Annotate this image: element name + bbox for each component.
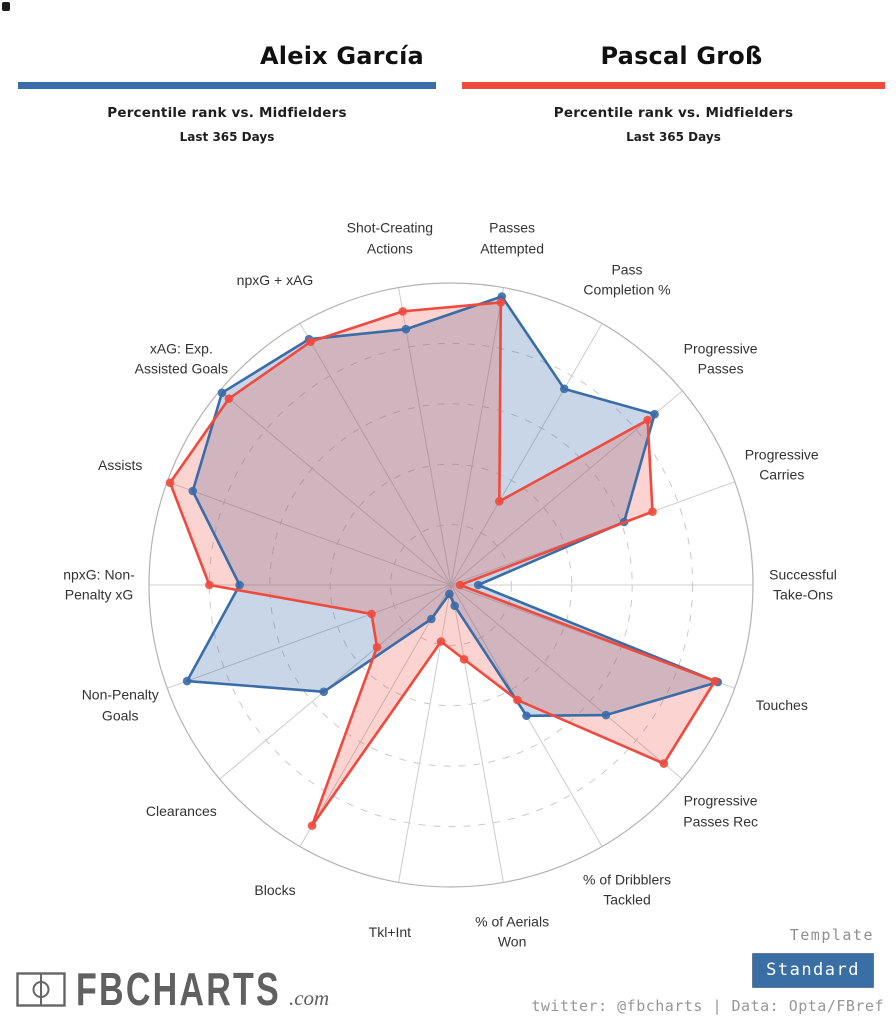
grid-spoke (398, 584, 452, 883)
data-point-1 (710, 676, 720, 686)
player-name-left: Aleix García (260, 42, 424, 70)
data-point-0 (601, 710, 611, 720)
series-fill-0 (187, 296, 718, 716)
data-point-0 (473, 580, 483, 590)
player-period-left: Last 365 Days (179, 130, 275, 144)
data-point-1 (495, 497, 504, 506)
grid-spoke (450, 287, 504, 586)
credit-line: twitter: @fbcharts | Data: Opta/FBref (531, 997, 884, 1015)
fbcharts-logo: FBCHARTS .com (16, 963, 330, 1016)
player-header-right: Pascal Groß Percentile rank vs. Midfield… (462, 42, 885, 144)
player-subtitle-left: Percentile rank vs. Midfielders (107, 105, 347, 121)
grid-spoke (398, 287, 452, 586)
data-point-1 (659, 759, 669, 768)
grid-spoke (299, 584, 452, 847)
template-block: Template Standard (752, 926, 874, 988)
pitch-icon (16, 972, 66, 1007)
data-point-0 (650, 409, 659, 419)
data-point-0 (450, 601, 459, 611)
data-point-1 (224, 394, 234, 403)
data-point-0 (559, 384, 569, 394)
data-point-1 (436, 637, 446, 646)
grid-spoke (450, 584, 683, 780)
template-label: Template (789, 926, 874, 944)
logo-suffix: .com (288, 986, 330, 1010)
grid-spoke (167, 481, 452, 586)
grid-outer-ring (148, 282, 754, 888)
series-fill-1 (170, 302, 715, 826)
corner-artifact (2, 2, 10, 11)
data-point-1 (513, 695, 522, 705)
player-accent-bar-left (18, 82, 436, 89)
data-point-0 (188, 486, 198, 496)
player-subtitle-right: Percentile rank vs. Midfielders (553, 105, 794, 121)
data-point-0 (319, 687, 329, 697)
data-point-1 (367, 609, 376, 619)
data-point-0 (182, 676, 192, 686)
grid-spoke (450, 584, 504, 883)
data-point-1 (643, 415, 652, 425)
grid-spoke (167, 584, 452, 689)
grid-spoke (299, 323, 452, 586)
data-point-1 (165, 478, 175, 488)
logo-text: FBCHARTS (76, 963, 281, 1016)
data-point-0 (235, 580, 244, 590)
data-point-1 (398, 307, 408, 316)
grid-spoke (219, 390, 452, 586)
data-point-1 (372, 642, 382, 652)
grid-spoke (219, 584, 452, 780)
data-point-1 (459, 655, 469, 664)
player-period-right: Last 365 Days (626, 130, 721, 144)
header: Aleix García Percentile rank vs. Midfiel… (0, 42, 896, 162)
data-point-0 (427, 614, 436, 624)
data-point-0 (217, 388, 227, 398)
player-accent-bar-right (462, 82, 885, 89)
data-point-1 (496, 298, 506, 307)
player-header-left: Aleix García Percentile rank vs. Midfiel… (18, 42, 436, 144)
data-point-1 (205, 580, 214, 590)
data-point-0 (445, 589, 454, 599)
player-name-right: Pascal Groß (600, 42, 763, 70)
data-point-1 (455, 580, 465, 590)
data-point-1 (648, 507, 657, 516)
grid-spoke (450, 323, 603, 586)
data-point-1 (306, 337, 315, 347)
data-point-0 (522, 711, 531, 721)
template-standard-button[interactable]: Standard (752, 953, 874, 988)
data-point-1 (307, 821, 317, 830)
data-point-0 (401, 324, 411, 334)
